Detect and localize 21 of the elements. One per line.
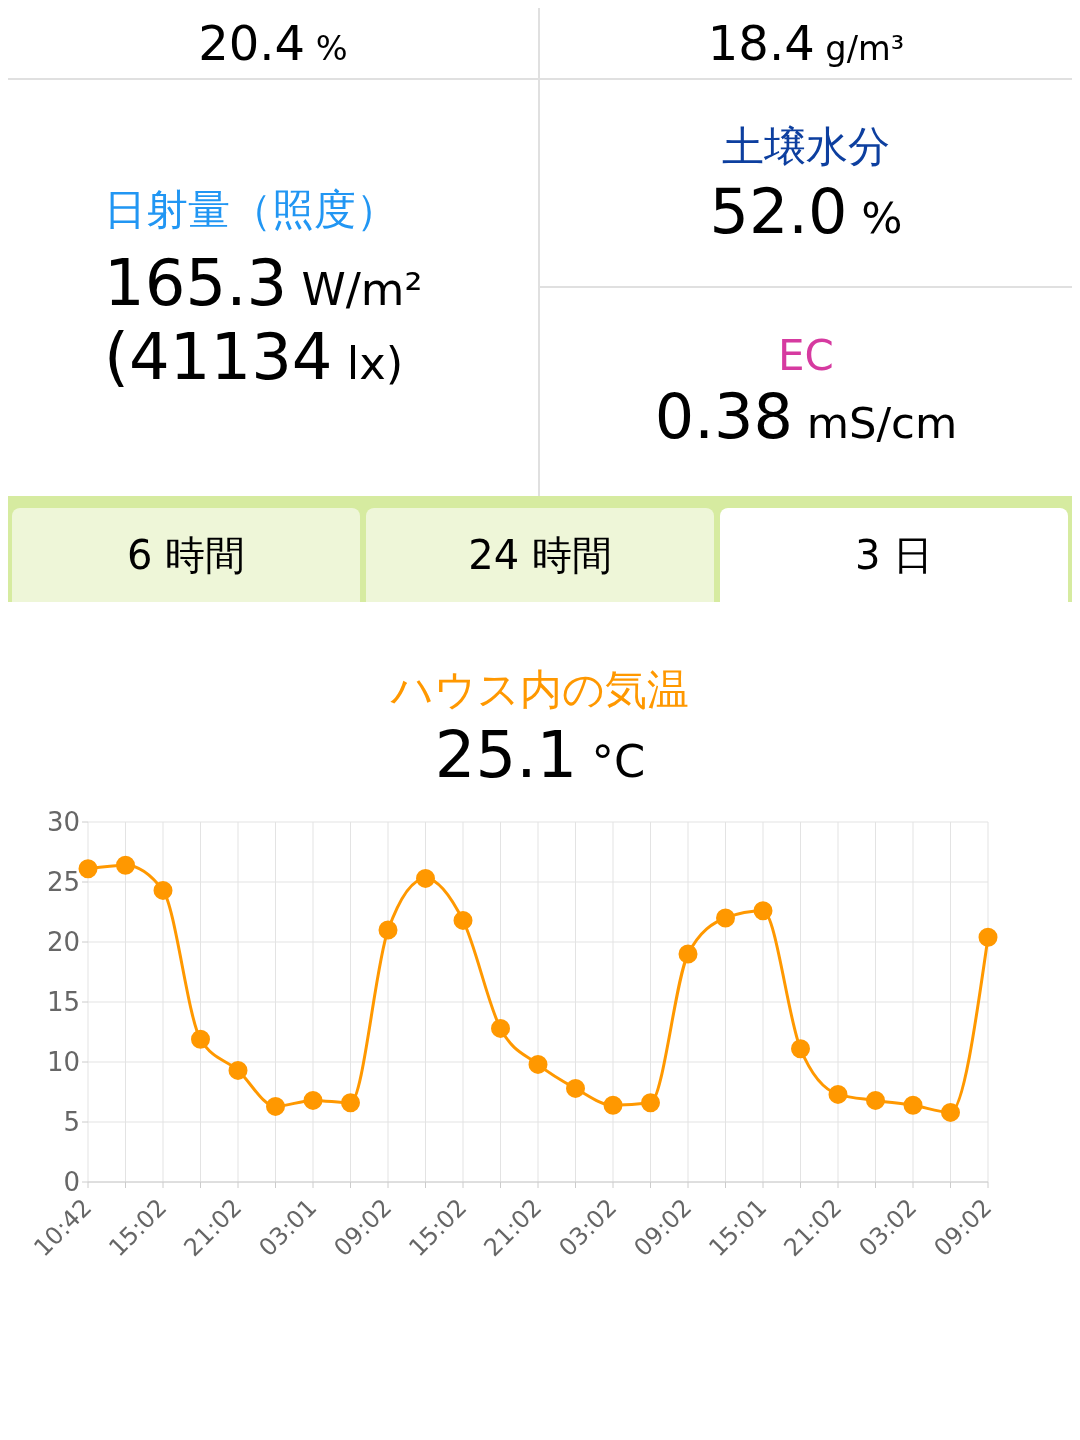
text: 52.0 %	[709, 174, 903, 248]
y-tick-label: 25	[46, 867, 80, 898]
text: 0.38 mS/cm	[654, 380, 958, 453]
y-tick-label: 0	[63, 1167, 80, 1198]
y-tick-label: 10	[46, 1047, 80, 1078]
text: (41134 lx)	[104, 320, 404, 394]
y-tick-label: 15	[46, 987, 80, 1018]
chart-title: ハウス内の気温	[389, 664, 690, 716]
text: 6 時間	[12, 508, 360, 602]
text: 18.4 g/m³	[707, 15, 905, 71]
text: 土壌水分	[722, 120, 890, 173]
text: EC	[778, 331, 834, 380]
y-tick-label: 5	[63, 1107, 80, 1138]
text: 165.3 W/m²	[104, 246, 423, 320]
y-tick-label: 30	[46, 807, 80, 838]
text: 20.4 %	[198, 15, 348, 71]
text: 24 時間	[366, 508, 714, 602]
text: 日射量（照度）	[104, 184, 398, 236]
text: 3 日	[720, 508, 1068, 602]
y-tick-label: 20	[46, 927, 80, 958]
chart-subtitle: 25.1 °C	[434, 718, 646, 792]
